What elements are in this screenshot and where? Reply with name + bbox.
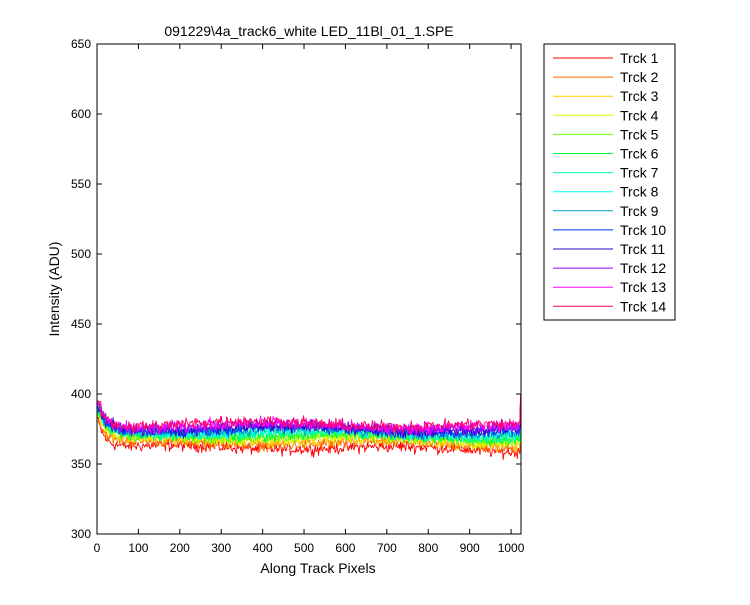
y-tick-label: 550: [71, 177, 91, 191]
legend-label: Trck 14: [620, 298, 666, 314]
x-tick-label: 800: [418, 541, 438, 555]
legend-box: [543, 43, 676, 321]
series-line-14: [97, 393, 522, 435]
legend-label: Trck 1: [620, 50, 659, 66]
plot-area: 0 100 200 300 400 500 600 700 800 900 1000 300 350 4…: [71, 37, 525, 555]
legend-label: Trck 5: [620, 126, 659, 142]
x-tick-label: 700: [377, 541, 397, 555]
y-tick-label: 600: [71, 107, 91, 121]
legend-label: Trck 9: [620, 203, 659, 219]
series-line-1: [97, 416, 522, 460]
legend-label: Trck 8: [620, 184, 659, 200]
legend-label: Trck 3: [620, 88, 659, 104]
y-ticks: 300 350 400 450 500 550 600 650: [71, 37, 521, 541]
x-tick-label: 400: [253, 541, 273, 555]
axes-box: [97, 44, 521, 534]
legend-label: Trck 4: [620, 107, 659, 123]
x-ticks: 0 100 200 300 400 500 600 700 800 900 1000: [94, 44, 525, 555]
y-tick-label: 300: [71, 527, 91, 541]
x-axis-label: Along Track Pixels: [260, 560, 375, 576]
legend-label: Trck 2: [620, 69, 659, 85]
series-layer: [96, 393, 522, 460]
axes-frame: [96, 43, 522, 535]
legend-label: Trck 7: [620, 165, 659, 181]
y-tick-label: 400: [71, 387, 91, 401]
y-tick-label: 350: [71, 457, 91, 471]
x-tick-label: 1000: [498, 541, 525, 555]
legend-label: Trck 13: [620, 279, 666, 295]
legend-label: Trck 10: [620, 222, 666, 238]
x-tick-label: 0: [94, 541, 101, 555]
y-tick-label: 500: [71, 247, 91, 261]
series-line-8: [96, 403, 522, 443]
y-tick-label: 650: [71, 37, 91, 51]
x-tick-label: 300: [211, 541, 231, 555]
x-tick-label: 600: [335, 541, 355, 555]
legend-label: Trck 6: [620, 146, 659, 162]
y-tick-label: 450: [71, 317, 91, 331]
y-axis-label: Intensity (ADU): [46, 242, 62, 337]
x-tick-label: 200: [170, 541, 190, 555]
series-line-12: [96, 398, 522, 437]
legend-items: Trck 1 Trck 2 Trck 3 Trck 4 Trck 5 Trck 6 Trck…: [553, 50, 666, 314]
x-tick-label: 100: [128, 541, 148, 555]
x-tick-label: 900: [460, 541, 480, 555]
legend-label: Trck 12: [620, 260, 666, 276]
series-line-9: [96, 402, 522, 441]
legend-label: Trck 11: [620, 241, 665, 257]
series-line-2: [97, 413, 522, 455]
x-tick-label: 500: [294, 541, 314, 555]
chart-title: 091229\4a_track6_white LED_11Bl_01_1.SPE: [164, 23, 453, 39]
legend: Trck 1 Trck 2 Trck 3 Trck 4 Trck 5 Trck 6 Trck…: [543, 43, 676, 321]
